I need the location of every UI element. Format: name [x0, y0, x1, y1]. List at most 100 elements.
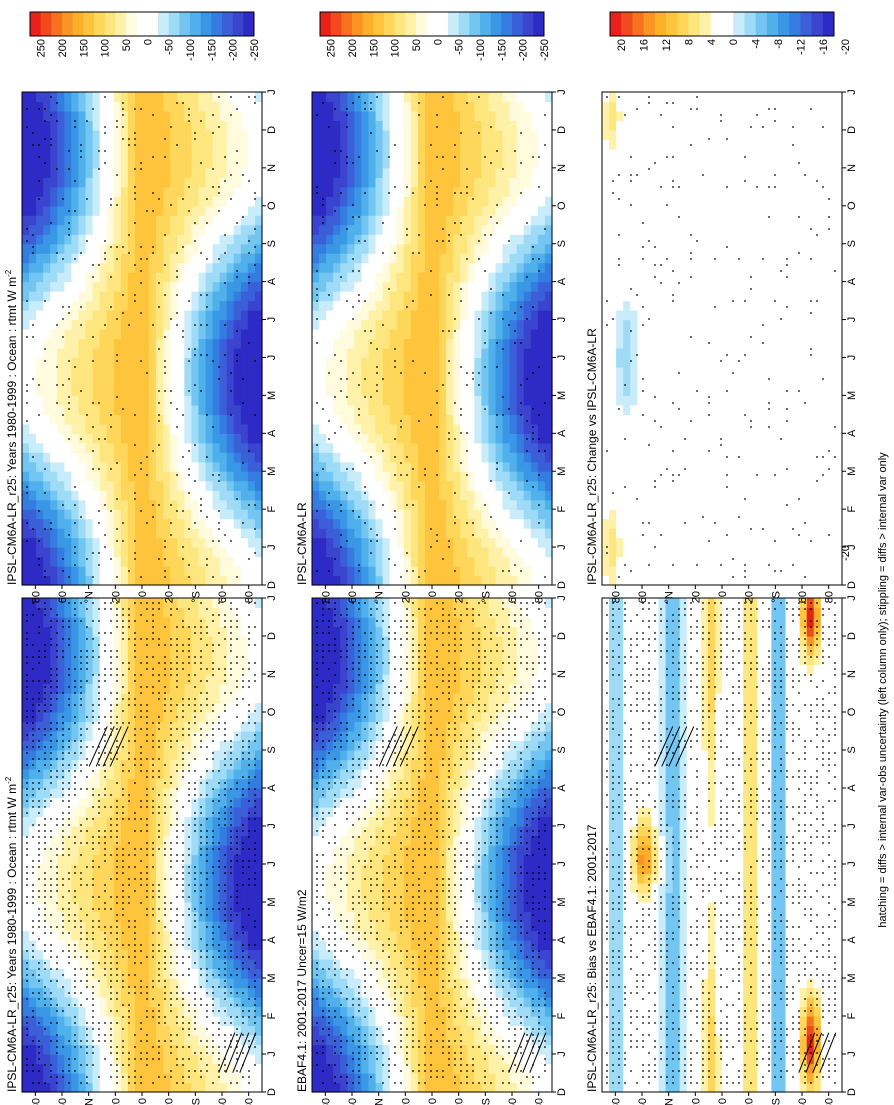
stipple-dot — [224, 866, 226, 868]
heatmap-cell — [453, 940, 461, 951]
stipple-dot — [182, 764, 184, 766]
stipple-dot — [134, 782, 136, 784]
heatmap-cell — [78, 712, 87, 723]
heatmap-cell — [432, 617, 440, 628]
heatmap-cell — [78, 655, 87, 666]
heatmap-cell — [375, 1073, 384, 1084]
heatmap-cell — [347, 778, 355, 789]
heatmap-cell — [319, 1054, 327, 1065]
stipple-dot — [116, 1064, 118, 1066]
stipple-dot — [212, 842, 214, 844]
heatmap-cell — [488, 1063, 497, 1074]
stipple-dot — [74, 890, 76, 892]
stipple-dot — [140, 1058, 142, 1060]
stipple-dot — [62, 1070, 64, 1072]
stipple-dot — [164, 668, 166, 670]
heatmap-cell — [474, 816, 483, 827]
heatmap-cell — [333, 1025, 341, 1036]
stipple-dot — [140, 872, 142, 874]
heatmap-cell — [198, 788, 207, 799]
heatmap-cell — [71, 997, 80, 1008]
heatmap-cell — [127, 807, 136, 818]
heatmap-cell — [99, 636, 108, 647]
month-tick-label: D — [266, 1088, 278, 1096]
stipple-dot — [116, 938, 118, 940]
stipple-dot — [92, 1064, 94, 1066]
heatmap-cell — [50, 617, 58, 628]
stipple-dot — [176, 938, 178, 940]
stipple-dot — [248, 884, 250, 886]
stipple-dot — [200, 794, 202, 796]
stipple-dot — [26, 764, 28, 766]
heatmap-cell — [233, 797, 242, 808]
heatmap-cell — [198, 873, 207, 884]
stipple-dot — [74, 914, 76, 916]
stipple-dot — [230, 740, 232, 742]
heatmap-cell — [389, 1044, 398, 1055]
heatmap-cell — [439, 816, 447, 827]
heatmap-cell — [106, 902, 115, 913]
heatmap-cell — [29, 978, 37, 989]
heatmap-cell — [312, 617, 320, 628]
heatmap-cell — [488, 978, 497, 989]
heatmap-cell — [488, 778, 497, 789]
heatmap-cell — [240, 883, 249, 894]
stipple-dot — [50, 740, 52, 742]
heatmap-cell — [460, 1063, 468, 1074]
heatmap-cell — [474, 1082, 483, 1093]
heatmap-cell — [446, 911, 454, 922]
heatmap-cell — [340, 1044, 348, 1055]
stipple-dot — [170, 956, 172, 958]
heatmap-cell — [177, 1054, 185, 1065]
heatmap-cell — [127, 702, 136, 713]
stipple-dot — [134, 890, 136, 892]
heatmap-cell — [247, 883, 256, 894]
stipple-dot — [248, 848, 250, 850]
stipple-dot — [32, 920, 34, 922]
heatmap-cell — [389, 655, 398, 666]
heatmap-cell — [50, 826, 58, 837]
heatmap-cell — [396, 835, 405, 846]
heatmap-cell — [177, 759, 185, 770]
stipple-dot — [224, 638, 226, 640]
stipple-dot — [218, 602, 220, 604]
heatmap-cell — [212, 1025, 221, 1036]
heatmap-cell — [439, 702, 447, 713]
heatmap-cell — [156, 721, 164, 732]
stipple-dot — [44, 920, 46, 922]
heatmap-cell — [488, 702, 497, 713]
stipple-dot — [254, 944, 256, 946]
heatmap-cell — [92, 645, 101, 656]
heatmap-cell — [198, 636, 207, 647]
stipple-dot — [212, 974, 214, 976]
stipple-dot — [38, 1040, 40, 1042]
stipple-dot — [56, 650, 58, 652]
heatmap-cell — [375, 1035, 384, 1046]
heatmap-cell — [333, 617, 341, 628]
stipple-dot — [128, 794, 130, 796]
heatmap-cell — [142, 636, 150, 647]
stipple-dot — [152, 1010, 154, 1012]
stipple-dot — [92, 1022, 94, 1024]
heatmap-cell — [326, 617, 334, 628]
heatmap-cell — [142, 674, 150, 685]
heatmap-cell — [488, 911, 497, 922]
heatmap-cell — [312, 740, 320, 751]
stipple-dot — [224, 614, 226, 616]
heatmap-cell — [64, 1035, 73, 1046]
heatmap-cell — [71, 636, 80, 647]
heatmap-cell — [113, 636, 122, 647]
stipple-dot — [86, 932, 88, 934]
heatmap-cell — [85, 721, 94, 732]
heatmap-cell — [85, 892, 94, 903]
heatmap-cell — [22, 930, 30, 941]
stipple-dot — [26, 632, 28, 634]
stipple-dot — [146, 818, 148, 820]
stipple-dot — [134, 602, 136, 604]
stipple-dot — [158, 1052, 160, 1054]
heatmap-cell — [439, 1054, 447, 1065]
heatmap-cell — [64, 930, 73, 941]
stipple-dot — [74, 968, 76, 970]
stipple-dot — [140, 662, 142, 664]
heatmap-cell — [417, 664, 426, 675]
